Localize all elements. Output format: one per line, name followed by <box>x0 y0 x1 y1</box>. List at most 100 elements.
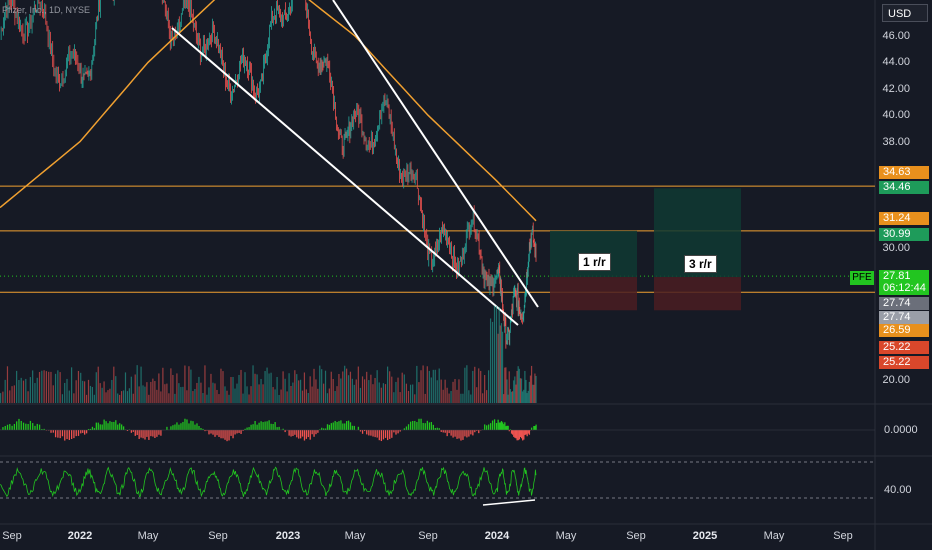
macd-bar <box>468 430 470 437</box>
macd-bar <box>152 430 154 437</box>
rr-stop-zone <box>654 277 741 311</box>
upper-trend-line <box>332 0 539 308</box>
macd-bar <box>366 430 368 435</box>
volume-bar <box>242 393 244 403</box>
volume-bar <box>436 380 438 403</box>
volume-bar <box>130 376 132 403</box>
rsi-pane <box>0 461 875 506</box>
macd-bar <box>386 430 389 441</box>
volume-bar <box>84 381 86 403</box>
macd-bar <box>503 424 505 430</box>
macd-bar <box>84 430 86 435</box>
macd-bar <box>346 421 348 430</box>
volume-bar <box>260 378 262 403</box>
macd-bar <box>288 430 290 436</box>
macd-bar <box>16 421 18 430</box>
volume-bar <box>456 389 458 403</box>
macd-bar <box>510 430 513 434</box>
volume-bar <box>103 381 105 403</box>
volume-bar <box>226 390 228 403</box>
macd-bar <box>234 430 236 435</box>
y-tick-label: 30.00 <box>882 242 910 254</box>
volume-bar <box>416 365 418 403</box>
macd-bar <box>516 430 518 441</box>
macd-bar <box>188 423 190 430</box>
x-tick-label: May <box>344 530 366 542</box>
macd-bar <box>504 422 506 430</box>
macd-bar <box>374 430 376 438</box>
chart-title: Pfizer, Inc., 1D, NYSE <box>2 5 91 15</box>
macd-bar <box>332 422 334 430</box>
volume-bar <box>351 378 353 403</box>
volume-bar <box>533 384 535 403</box>
volume-bar <box>184 365 186 403</box>
macd-bar <box>426 420 428 430</box>
volume-bar <box>128 388 130 403</box>
macd-bar <box>344 423 346 430</box>
macd-bar <box>52 430 54 433</box>
macd-bar <box>154 430 156 438</box>
volume-bar <box>150 381 152 403</box>
macd-bar <box>296 430 298 438</box>
macd-bar <box>260 421 262 430</box>
volume-bar <box>464 367 466 403</box>
volume-bar <box>236 383 238 403</box>
volume-bar <box>384 384 387 403</box>
macd-bar <box>438 428 440 430</box>
macd-bar <box>148 430 150 440</box>
macd-bar <box>38 424 41 430</box>
volume-bar <box>282 371 284 403</box>
macd-bar <box>107 423 109 430</box>
volume-bar <box>516 370 518 403</box>
macd-bar <box>248 427 250 430</box>
volume-bar <box>292 382 294 403</box>
macd-bar <box>420 418 422 430</box>
volume-bar <box>238 374 240 403</box>
volume-bar <box>507 394 509 403</box>
volume-bar <box>372 384 374 403</box>
macd-bar <box>495 423 498 430</box>
volume-bar <box>105 392 107 403</box>
volume-bar <box>460 393 462 403</box>
volume-bar <box>18 380 20 403</box>
volume-bar <box>152 378 154 403</box>
volume-bar <box>470 394 472 403</box>
volume-bar <box>20 377 22 403</box>
volume-bar <box>126 391 129 403</box>
macd-bar <box>466 430 468 438</box>
currency-selector[interactable]: USD <box>882 4 928 22</box>
macd-bar <box>220 430 222 439</box>
macd-bar <box>319 429 321 430</box>
macd-bar <box>210 430 212 434</box>
volume-bar <box>301 390 304 403</box>
macd-bar <box>41 429 43 430</box>
volume-bar <box>258 384 260 403</box>
volume-bar <box>2 391 4 403</box>
macd-bar <box>268 420 270 430</box>
volume-bar <box>124 372 127 403</box>
volume-bar <box>432 369 434 403</box>
volume-bar <box>172 374 174 403</box>
macd-bar <box>347 420 350 430</box>
volume-bar <box>180 387 182 403</box>
x-tick-label: 2023 <box>275 530 301 542</box>
volume-bar <box>200 382 202 403</box>
volume-bar <box>486 390 488 403</box>
volume-bar <box>109 388 111 403</box>
macd-bar <box>533 426 535 430</box>
volume-bar <box>138 386 140 403</box>
macd-bar <box>430 422 433 430</box>
volume-bar <box>534 373 536 403</box>
volume-bar <box>41 370 43 403</box>
macd-bar <box>236 430 238 434</box>
macd-bar <box>202 428 204 430</box>
volume-bar <box>424 393 426 403</box>
macd-bar <box>509 429 512 430</box>
macd-bar <box>184 418 186 430</box>
rr-label-1: 1 r/r <box>578 253 611 271</box>
macd-bar <box>340 420 342 430</box>
macd-bar <box>326 424 329 430</box>
volume-bar <box>68 390 70 403</box>
